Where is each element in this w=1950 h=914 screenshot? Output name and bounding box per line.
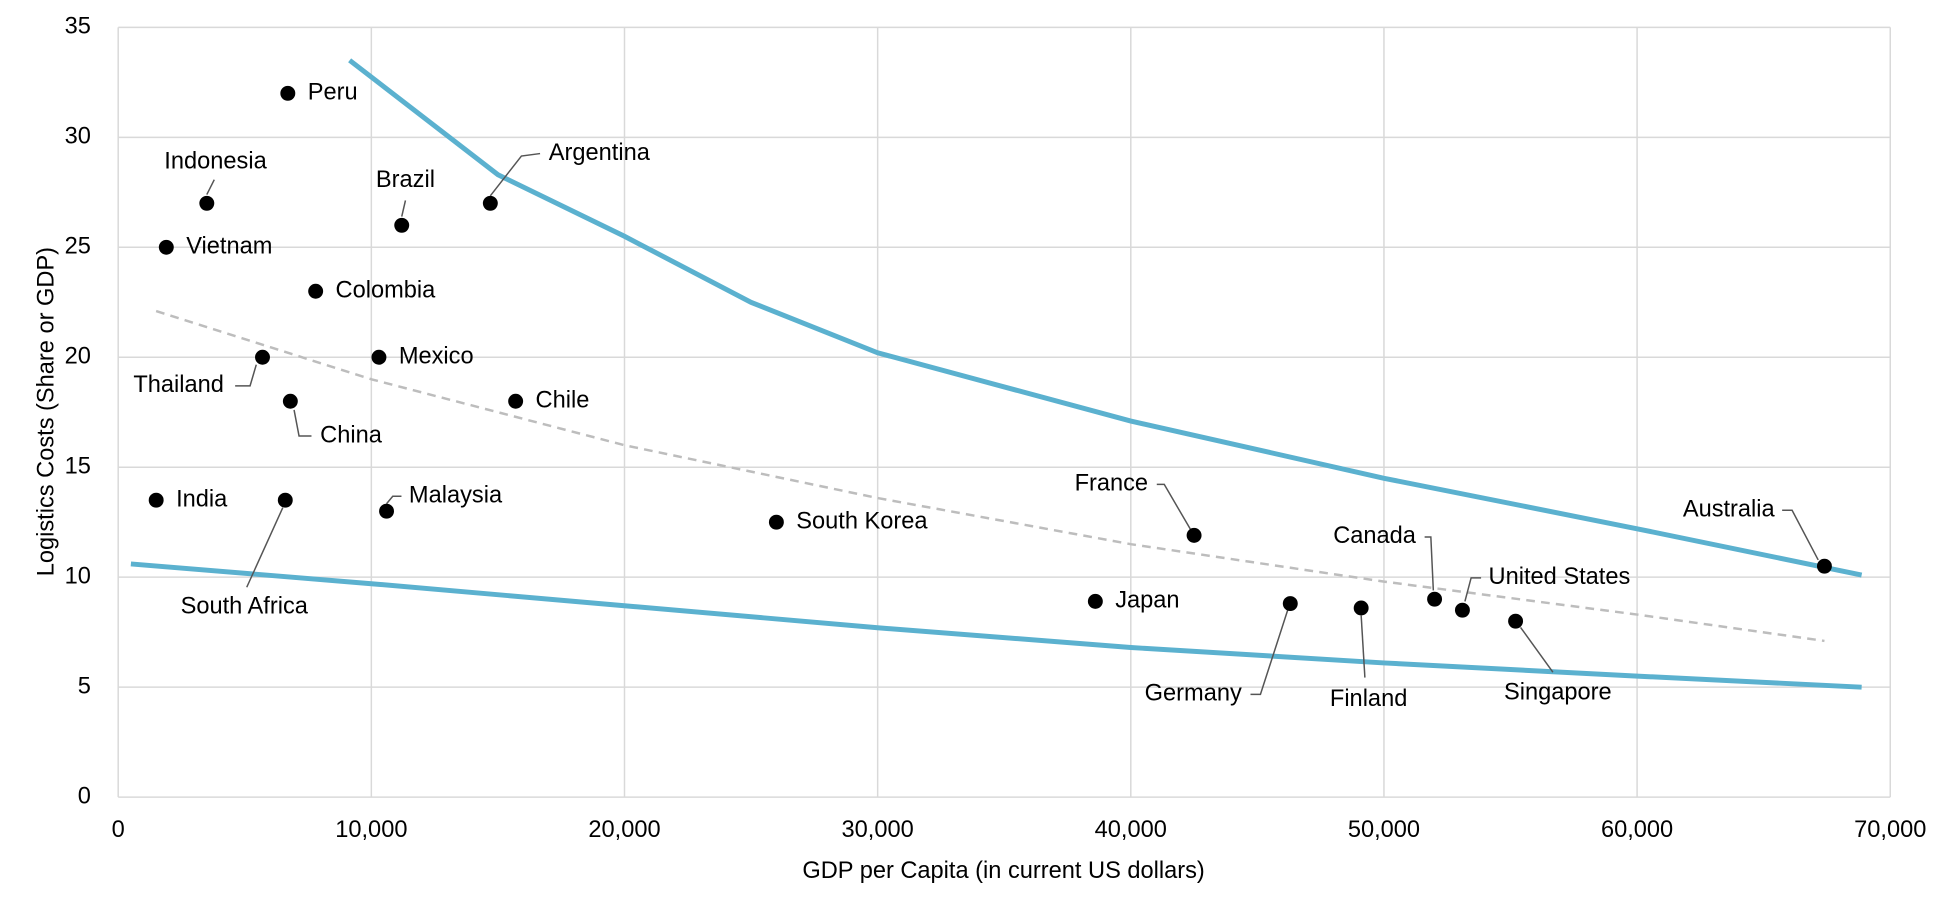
leader-line: [1360, 615, 1366, 678]
bound-curve: [130, 561, 1862, 690]
data-point: [508, 393, 524, 409]
leader-line: [1782, 509, 1819, 561]
point-label: Canada: [1333, 523, 1417, 549]
y-tick-label: 25: [65, 234, 91, 260]
data-point: [199, 195, 215, 211]
x-axis-label: GDP per Capita (in current US dollars): [802, 858, 1204, 884]
x-tick-label: 70,000: [1854, 817, 1926, 843]
point-label: China: [320, 422, 383, 448]
point-label: Vietnam: [186, 234, 272, 260]
leader-line: [1250, 609, 1289, 696]
data-point: [1087, 593, 1103, 609]
data-point: [1816, 558, 1832, 574]
y-tick-label: 10: [65, 563, 91, 589]
leader-line: [235, 364, 257, 387]
data-point: [768, 514, 784, 530]
x-tick-label: 50,000: [1348, 817, 1420, 843]
data-point: [280, 85, 296, 101]
data-point: [394, 217, 410, 233]
leader-line: [206, 179, 215, 195]
x-tick-label: 20,000: [588, 817, 660, 843]
y-tick-label: 15: [65, 453, 91, 479]
point-label: France: [1075, 471, 1148, 497]
trend-line: [155, 309, 1825, 643]
point-label: Singapore: [1504, 680, 1612, 706]
bound-curve: [348, 58, 1863, 578]
data-point: [1508, 613, 1524, 629]
leader-line: [1424, 536, 1435, 591]
y-tick-label: 30: [65, 124, 91, 150]
data-point: [308, 283, 324, 299]
point-label: Thailand: [133, 372, 224, 398]
point-label: India: [176, 486, 228, 512]
y-tick-label: 20: [65, 343, 91, 369]
point-label: Mexico: [399, 343, 474, 369]
data-point: [1427, 591, 1443, 607]
data-point: [1353, 600, 1369, 616]
data-point: [158, 239, 174, 255]
point-label: Finland: [1330, 686, 1407, 712]
data-point: [1454, 602, 1470, 618]
data-point: [255, 349, 270, 365]
point-label: Colombia: [336, 278, 437, 304]
point-label: United States: [1489, 564, 1631, 590]
point-label: Brazil: [376, 167, 435, 193]
leader-line: [1519, 626, 1554, 673]
data-point: [282, 393, 298, 409]
data-point: [1282, 596, 1298, 612]
x-tick-label: 60,000: [1601, 817, 1673, 843]
data-point: [277, 492, 293, 508]
point-label: Malaysia: [409, 483, 503, 509]
leader-line: [1464, 577, 1482, 602]
point-label: South Africa: [181, 593, 309, 619]
y-tick-label: 5: [78, 673, 91, 699]
x-tick-label: 10,000: [335, 817, 407, 843]
leader-line: [385, 495, 402, 505]
data-point: [482, 195, 498, 211]
leader-line: [293, 409, 312, 437]
data-point: [1186, 527, 1202, 543]
y-tick-label: 0: [78, 783, 91, 809]
y-tick-label: 35: [65, 14, 91, 40]
point-label: Chile: [536, 387, 590, 413]
data-point: [148, 492, 164, 508]
leader-line: [489, 152, 541, 197]
leader-line: [401, 200, 407, 217]
y-axis-label: Logistics Costs (Share or GDP): [34, 247, 60, 576]
leader-line: [1156, 483, 1191, 530]
point-label: Germany: [1145, 681, 1242, 707]
point-label: Indonesia: [164, 148, 267, 174]
point-label: Japan: [1115, 588, 1179, 614]
point-label: Australia: [1683, 496, 1776, 522]
data-point: [371, 349, 387, 365]
x-tick-label: 40,000: [1095, 817, 1167, 843]
x-tick-label: 0: [112, 817, 125, 843]
point-label: South Korea: [796, 508, 928, 534]
point-label: Argentina: [549, 140, 651, 166]
leader-line: [246, 507, 284, 588]
x-tick-label: 30,000: [842, 817, 914, 843]
data-point: [379, 503, 395, 519]
point-label: Peru: [308, 80, 358, 106]
